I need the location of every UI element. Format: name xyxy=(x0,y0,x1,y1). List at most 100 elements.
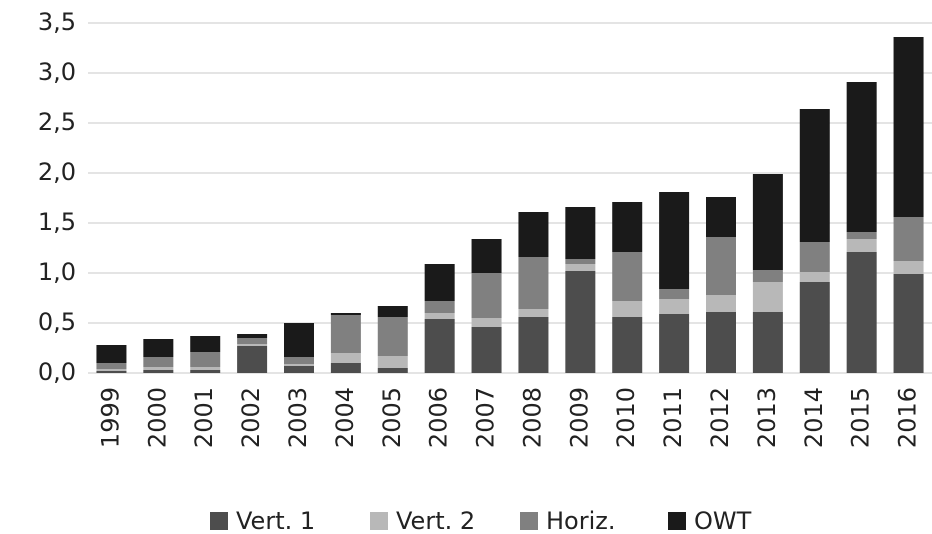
x-tick-label: 2006 xyxy=(425,387,453,448)
legend-label: Vert. 1 xyxy=(236,507,315,534)
bar-segment xyxy=(96,369,127,371)
bar-segment xyxy=(190,367,221,370)
y-tick-label: 2,0 xyxy=(38,158,76,186)
y-tick-label: 0,5 xyxy=(38,308,76,336)
bar-segment xyxy=(377,306,408,317)
bar-segment xyxy=(518,257,549,309)
bar-segment xyxy=(377,368,408,373)
bar-segment xyxy=(846,252,877,373)
bar-segment xyxy=(284,364,314,366)
x-tick-label: 2011 xyxy=(659,387,687,448)
x-tick-label: 2005 xyxy=(378,387,406,448)
bar-segment xyxy=(612,252,643,301)
bar-segment xyxy=(237,338,268,344)
bar-segment xyxy=(471,327,502,373)
bar-segment xyxy=(565,264,596,271)
x-tick-label: 2009 xyxy=(565,387,593,448)
bar-segment xyxy=(377,317,408,356)
bar-segment xyxy=(799,282,830,373)
bar-segment xyxy=(96,371,127,373)
legend-swatch xyxy=(668,512,686,530)
x-tick-label: 2003 xyxy=(284,387,312,448)
bar-segment xyxy=(330,315,361,353)
bar-segment xyxy=(143,357,174,367)
x-tick-label: 2015 xyxy=(847,387,875,448)
legend-swatch xyxy=(210,512,228,530)
x-tick-label: 2000 xyxy=(143,387,171,448)
bar-segment xyxy=(565,271,596,373)
bar-segment xyxy=(612,317,643,373)
bar-segment xyxy=(893,261,924,274)
bar-segment xyxy=(846,82,877,232)
bar-segment xyxy=(96,345,127,363)
bar-segment xyxy=(190,336,221,352)
legend-label: OWT xyxy=(694,507,752,534)
bar-segment xyxy=(424,301,455,313)
x-tick-label: 2002 xyxy=(237,387,265,448)
x-tick-label: 2004 xyxy=(331,387,359,448)
x-tick-label: 2010 xyxy=(612,387,640,448)
y-tick-label: 2,5 xyxy=(38,108,76,136)
bar-segment xyxy=(752,270,783,282)
bar-segment xyxy=(237,334,268,338)
bar-segment xyxy=(471,239,502,273)
bar-segment xyxy=(612,202,643,252)
bar-segment xyxy=(706,197,736,237)
y-tick-label: 0,0 xyxy=(38,358,76,386)
y-tick-label: 3,5 xyxy=(38,8,76,36)
x-tick-label: 2001 xyxy=(190,387,218,448)
bar-segment xyxy=(565,207,596,259)
bar-segment xyxy=(799,109,830,242)
bar-segment xyxy=(143,367,174,370)
x-tick-label: 2014 xyxy=(800,387,828,448)
bar-segment xyxy=(190,352,221,367)
bar-segment xyxy=(612,301,643,317)
bar-segment xyxy=(471,273,502,318)
bar-segment xyxy=(330,363,361,373)
bar-segment xyxy=(143,370,174,373)
x-tick-label: 2012 xyxy=(706,387,734,448)
bar-segment xyxy=(143,339,174,357)
legend-label: Horiz. xyxy=(546,507,616,534)
bar-segment xyxy=(706,237,736,295)
bar-segment xyxy=(424,313,455,319)
legend-swatch xyxy=(520,512,538,530)
x-tick-label: 2016 xyxy=(894,387,922,448)
bar-segment xyxy=(659,299,690,314)
x-tick-label: 2008 xyxy=(518,387,546,448)
y-tick-label: 3,0 xyxy=(38,58,76,86)
bar-segment xyxy=(284,323,314,357)
bar-segment xyxy=(752,282,783,312)
bar-segment xyxy=(752,312,783,373)
x-tick-label: 1999 xyxy=(96,387,124,448)
bar-segment xyxy=(752,174,783,270)
bar-segment xyxy=(284,357,314,364)
y-tick-label: 1,0 xyxy=(38,258,76,286)
bar-segment xyxy=(237,346,268,373)
bar-segment xyxy=(846,239,877,252)
y-tick-label: 1,5 xyxy=(38,208,76,236)
bar-segment xyxy=(706,312,736,373)
bar-segment xyxy=(471,318,502,327)
bar-segment xyxy=(96,363,127,369)
bar-segment xyxy=(799,242,830,272)
bar-segment xyxy=(659,192,690,289)
bar-segment xyxy=(893,37,924,217)
bar-segment xyxy=(237,344,268,346)
bar-segment xyxy=(424,319,455,373)
bar-segment xyxy=(518,317,549,373)
bar-segment xyxy=(565,259,596,264)
bar-segment xyxy=(518,212,549,257)
bar-segment xyxy=(893,217,924,261)
bar-segment xyxy=(659,289,690,299)
bar-segment xyxy=(846,232,877,239)
bar-segment xyxy=(706,295,736,312)
legend-label: Vert. 2 xyxy=(396,507,475,534)
bar-segment xyxy=(330,313,361,315)
bar-segment xyxy=(518,309,549,317)
bar-segment xyxy=(377,356,408,368)
bar-segment xyxy=(284,366,314,373)
bar-segment xyxy=(659,314,690,373)
x-tick-label: 2007 xyxy=(472,387,500,448)
